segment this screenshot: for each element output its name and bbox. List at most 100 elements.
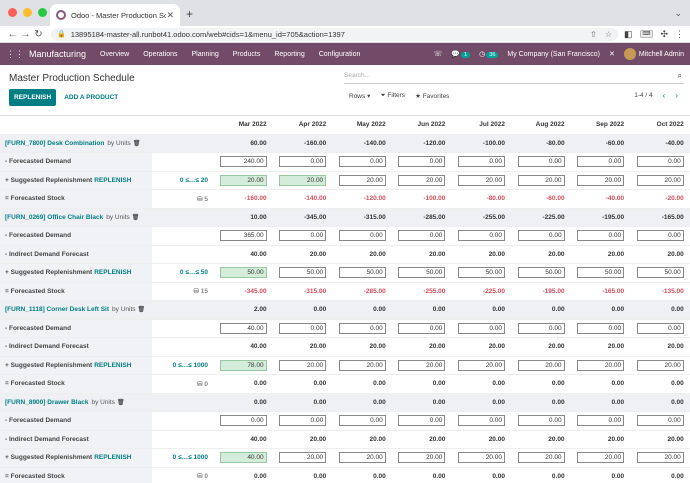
replenish-input[interactable]: 50.00: [398, 267, 446, 279]
back-icon[interactable]: ←: [7, 28, 18, 40]
company-switcher[interactable]: My Company (San Francisco): [507, 50, 600, 58]
replenish-input[interactable]: 20.00: [517, 452, 565, 464]
forecast-demand-input[interactable]: 0.00: [457, 156, 505, 168]
replenish-input[interactable]: 20.00: [636, 452, 684, 464]
forecast-demand-input[interactable]: 0.00: [577, 156, 625, 168]
bookmark-star-icon[interactable]: ☆: [604, 29, 612, 39]
forecast-demand-input[interactable]: 0.00: [636, 230, 684, 242]
rows-dropdown[interactable]: Rows ▾: [349, 93, 371, 100]
new-tab-icon[interactable]: +: [186, 7, 194, 21]
forecast-demand-input[interactable]: 240.00: [219, 156, 267, 168]
replenish-input[interactable]: 50.00: [338, 267, 386, 279]
forecast-demand-input[interactable]: 0.00: [279, 415, 327, 427]
replenish-range[interactable]: 0 ≤…≤ 50: [179, 269, 208, 277]
menu-products[interactable]: Products: [232, 50, 261, 58]
forward-icon[interactable]: →: [20, 28, 31, 40]
replenish-button[interactable]: REPLENISH: [9, 89, 57, 106]
replenish-input[interactable]: 20.00: [577, 174, 625, 186]
forecast-demand-input[interactable]: 0.00: [338, 322, 386, 334]
url-field[interactable]: 🔒 13895184-master-all.runbot41.odoo.com/…: [51, 27, 618, 41]
trash-icon[interactable]: 🗑: [131, 214, 140, 221]
forecast-demand-input[interactable]: 0.00: [219, 415, 267, 427]
replenish-input[interactable]: 20.00: [457, 452, 505, 464]
trash-icon[interactable]: 🗑: [116, 399, 125, 406]
tab-list-chevron-icon[interactable]: ⌄: [674, 8, 682, 18]
menu-operations[interactable]: Operations: [143, 50, 178, 58]
forecast-demand-input[interactable]: 0.00: [517, 156, 565, 168]
replenish-link[interactable]: REPLENISH: [94, 176, 132, 184]
extension-keyboard-icon[interactable]: ⌨: [639, 30, 654, 38]
close-window-button[interactable]: [8, 8, 17, 17]
replenish-input[interactable]: 20.00: [279, 452, 327, 464]
replenish-link[interactable]: REPLENISH: [94, 454, 132, 462]
replenish-input[interactable]: 50.00: [279, 267, 327, 279]
replenish-input[interactable]: 20.00: [636, 174, 684, 186]
replenish-input[interactable]: 20.00: [279, 359, 327, 371]
replenish-input[interactable]: 20.00: [398, 174, 446, 186]
forecast-demand-input[interactable]: 0.00: [517, 415, 565, 427]
forecast-demand-input[interactable]: 0.00: [577, 230, 625, 242]
forecast-demand-input[interactable]: 40.00: [219, 322, 267, 334]
reload-icon[interactable]: ↻: [34, 28, 43, 40]
kebab-menu-icon[interactable]: ⋮: [675, 28, 684, 39]
activity-icon[interactable]: ◷ 36: [479, 50, 499, 58]
replenish-input[interactable]: 20.00: [338, 452, 386, 464]
forecast-demand-input[interactable]: 0.00: [338, 230, 386, 242]
forecast-demand-input[interactable]: 0.00: [398, 230, 446, 242]
debug-icon[interactable]: ✕: [608, 51, 615, 58]
forecast-demand-input[interactable]: 0.00: [338, 156, 386, 168]
replenish-input[interactable]: 20.00: [457, 359, 505, 371]
replenish-input[interactable]: 78.00: [219, 359, 267, 371]
replenish-input[interactable]: 20.00: [338, 174, 386, 186]
forecast-demand-input[interactable]: 0.00: [398, 322, 446, 334]
forecast-demand-input[interactable]: 365.00: [219, 230, 267, 242]
product-name-link[interactable]: [FURN_7800] Desk Combination: [5, 139, 105, 147]
replenish-input[interactable]: 20.00: [577, 452, 625, 464]
messages-icon[interactable]: 💬 1: [451, 50, 471, 58]
forecast-demand-input[interactable]: 0.00: [636, 156, 684, 168]
app-name[interactable]: Manufacturing: [29, 49, 87, 59]
forecast-demand-input[interactable]: 0.00: [517, 230, 565, 242]
replenish-input[interactable]: 50.00: [219, 267, 267, 279]
forecast-demand-input[interactable]: 0.00: [636, 322, 684, 334]
replenish-input[interactable]: 20.00: [517, 359, 565, 371]
share-icon[interactable]: ⇧: [590, 29, 597, 39]
replenish-input[interactable]: 20.00: [636, 359, 684, 371]
close-tab-icon[interactable]: ✕: [166, 9, 174, 20]
replenish-input[interactable]: 20.00: [398, 452, 446, 464]
pager-next-icon[interactable]: ›: [675, 91, 678, 100]
product-name-link[interactable]: [FURN_1118] Corner Desk Left Sit: [5, 306, 110, 314]
pager-value[interactable]: 1-4 / 4: [634, 92, 653, 99]
replenish-input[interactable]: 20.00: [398, 359, 446, 371]
replenish-input[interactable]: 20.00: [457, 174, 505, 186]
menu-configuration[interactable]: Configuration: [318, 50, 361, 58]
replenish-input[interactable]: 40.00: [219, 452, 267, 464]
forecast-demand-input[interactable]: 0.00: [517, 322, 565, 334]
product-name-link[interactable]: [FURN_0269] Office Chair Black: [5, 213, 104, 221]
pager-previous-icon[interactable]: ‹: [662, 91, 666, 100]
replenish-input[interactable]: 50.00: [636, 267, 684, 279]
replenish-input[interactable]: 20.00: [577, 359, 625, 371]
search-input[interactable]: Search... ⌕: [344, 70, 684, 84]
minimize-window-button[interactable]: [23, 8, 32, 17]
maximize-window-button[interactable]: [38, 8, 47, 17]
forecast-demand-input[interactable]: 0.00: [338, 415, 386, 427]
phone-icon[interactable]: ☏: [433, 51, 443, 58]
forecast-demand-input[interactable]: 0.00: [577, 415, 625, 427]
forecast-demand-input[interactable]: 0.00: [636, 415, 684, 427]
replenish-input[interactable]: 20.00: [517, 174, 565, 186]
extension-square-icon[interactable]: ◧: [623, 28, 633, 39]
puzzle-icon[interactable]: ✣: [660, 28, 668, 39]
replenish-input[interactable]: 20.00: [338, 359, 386, 371]
replenish-range[interactable]: 0 ≤…≤ 1000: [172, 361, 208, 369]
forecast-demand-input[interactable]: 0.00: [457, 415, 505, 427]
forecast-demand-input[interactable]: 0.00: [577, 322, 625, 334]
forecast-demand-input[interactable]: 0.00: [398, 156, 446, 168]
forecast-demand-input[interactable]: 0.00: [398, 415, 446, 427]
forecast-demand-input[interactable]: 0.00: [457, 230, 505, 242]
search-icon[interactable]: ⌕: [677, 71, 682, 80]
replenish-input[interactable]: 50.00: [457, 267, 505, 279]
forecast-demand-input[interactable]: 0.00: [457, 322, 505, 334]
replenish-link[interactable]: REPLENISH: [94, 361, 132, 369]
replenish-range[interactable]: 0 ≤…≤ 1000: [172, 454, 208, 462]
